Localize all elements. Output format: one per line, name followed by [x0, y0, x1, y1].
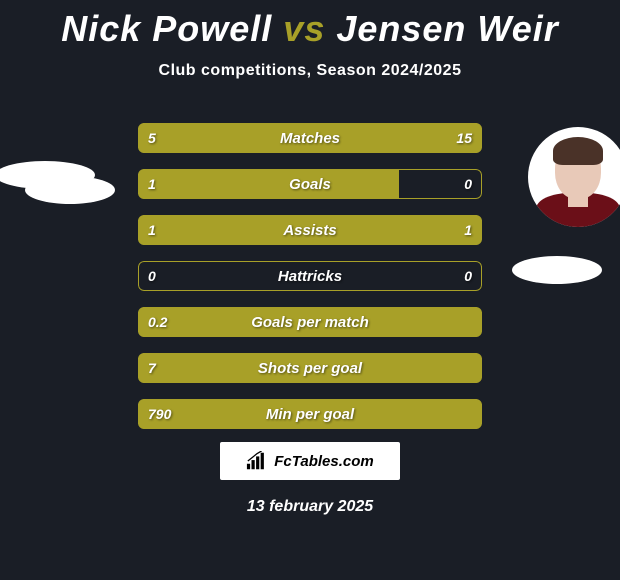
- stat-value-left: 1: [148, 169, 156, 199]
- stat-label: Goals: [138, 169, 482, 199]
- stat-label: Assists: [138, 215, 482, 245]
- comparison-title: Nick Powell vs Jensen Weir: [0, 0, 620, 50]
- stat-bar: Assists1 1: [138, 215, 482, 245]
- stat-value-left: 790: [148, 399, 171, 429]
- stat-label: Hattricks: [138, 261, 482, 291]
- stat-label: Matches: [138, 123, 482, 153]
- stat-value-right: 15: [456, 123, 472, 153]
- player1-name: Nick Powell: [61, 8, 272, 49]
- player1-club-logo: [25, 176, 115, 204]
- stat-value-left: 1: [148, 215, 156, 245]
- player2-avatar: [528, 127, 620, 227]
- stat-value-right: 0: [464, 261, 472, 291]
- stat-value-left: 7: [148, 353, 156, 383]
- stat-value-left: 5: [148, 123, 156, 153]
- subtitle: Club competitions, Season 2024/2025: [0, 62, 620, 80]
- stat-bar: Goals1 0: [138, 169, 482, 199]
- vs-separator: vs: [283, 8, 325, 49]
- stat-label: Goals per match: [138, 307, 482, 337]
- stat-value-left: 0: [148, 261, 156, 291]
- stat-label: Min per goal: [138, 399, 482, 429]
- stat-label: Shots per goal: [138, 353, 482, 383]
- player2-name: Jensen Weir: [336, 8, 558, 49]
- player2-club-logo: [512, 256, 602, 284]
- stat-value-left: 0.2: [148, 307, 167, 337]
- stat-bar: Min per goal790: [138, 399, 482, 429]
- chart-icon: [246, 451, 268, 471]
- stat-bar: Hattricks0 0: [138, 261, 482, 291]
- stat-value-right: 0: [464, 169, 472, 199]
- stat-bar: Matches5 15: [138, 123, 482, 153]
- stat-value-right: 1: [464, 215, 472, 245]
- stat-bar: Goals per match0.2: [138, 307, 482, 337]
- watermark: FcTables.com: [220, 442, 400, 480]
- watermark-text: FcTables.com: [274, 453, 373, 470]
- stat-bars: Matches515Goals10Assists11Hattricks00Goa…: [138, 123, 482, 445]
- date-label: 13 february 2025: [0, 498, 620, 516]
- stat-bar: Shots per goal7: [138, 353, 482, 383]
